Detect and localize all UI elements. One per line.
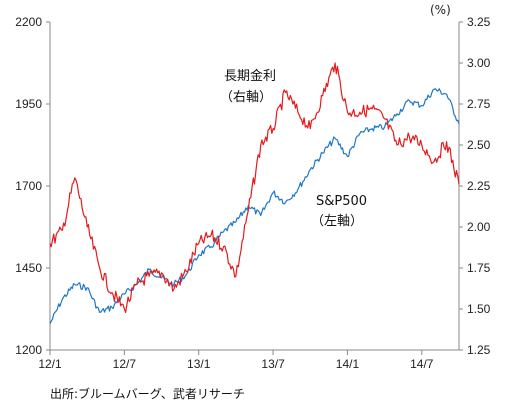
right-tick-label: 1.50 <box>467 302 491 316</box>
left-tick-label: 1950 <box>15 97 42 111</box>
right-axis-unit: (%) <box>430 3 451 17</box>
right-tick-label: 2.75 <box>467 97 491 111</box>
right-tick-label: 1.25 <box>467 343 491 357</box>
x-tick-label: 14/7 <box>410 357 434 371</box>
right-tick-label: 3.00 <box>467 56 491 70</box>
left-tick-label: 1200 <box>15 343 42 357</box>
right-tick-label: 2.50 <box>467 138 491 152</box>
x-tick-label: 14/1 <box>336 357 360 371</box>
x-tick-label: 13/7 <box>261 357 285 371</box>
sp500-series-axis-note: （左軸） <box>311 214 363 229</box>
right-tick-label: 2.25 <box>467 179 491 193</box>
left-axis: 1200 1450 1700 1950 2200 <box>15 15 50 357</box>
right-tick-label: 3.25 <box>467 15 491 29</box>
left-tick-label: 1450 <box>15 261 42 275</box>
x-tick-label: 13/1 <box>187 357 211 371</box>
left-tick-label: 1700 <box>15 179 42 193</box>
rate-series-axis-note: （右軸） <box>220 90 272 105</box>
x-axis: 12/1 12/7 13/1 13/7 14/1 14/7 <box>38 350 434 371</box>
sp500-series-label: S&P500 <box>316 194 367 209</box>
series-lines <box>49 62 460 325</box>
x-tick-label: 12/1 <box>38 357 62 371</box>
right-axis: 1.25 1.50 1.75 2.00 2.25 2.50 2.75 3.00 3.25 <box>459 15 491 357</box>
source-note: 出所:ブルームバーグ、武者リサーチ <box>50 387 245 401</box>
sp500-line <box>49 88 460 325</box>
x-tick-label: 12/7 <box>113 357 137 371</box>
rate-series-label: 長期金利 <box>224 68 276 84</box>
left-tick-label: 2200 <box>15 15 42 29</box>
right-tick-label: 2.00 <box>467 220 491 234</box>
long-term-rate-line <box>49 62 460 313</box>
right-tick-label: 1.75 <box>467 261 491 275</box>
